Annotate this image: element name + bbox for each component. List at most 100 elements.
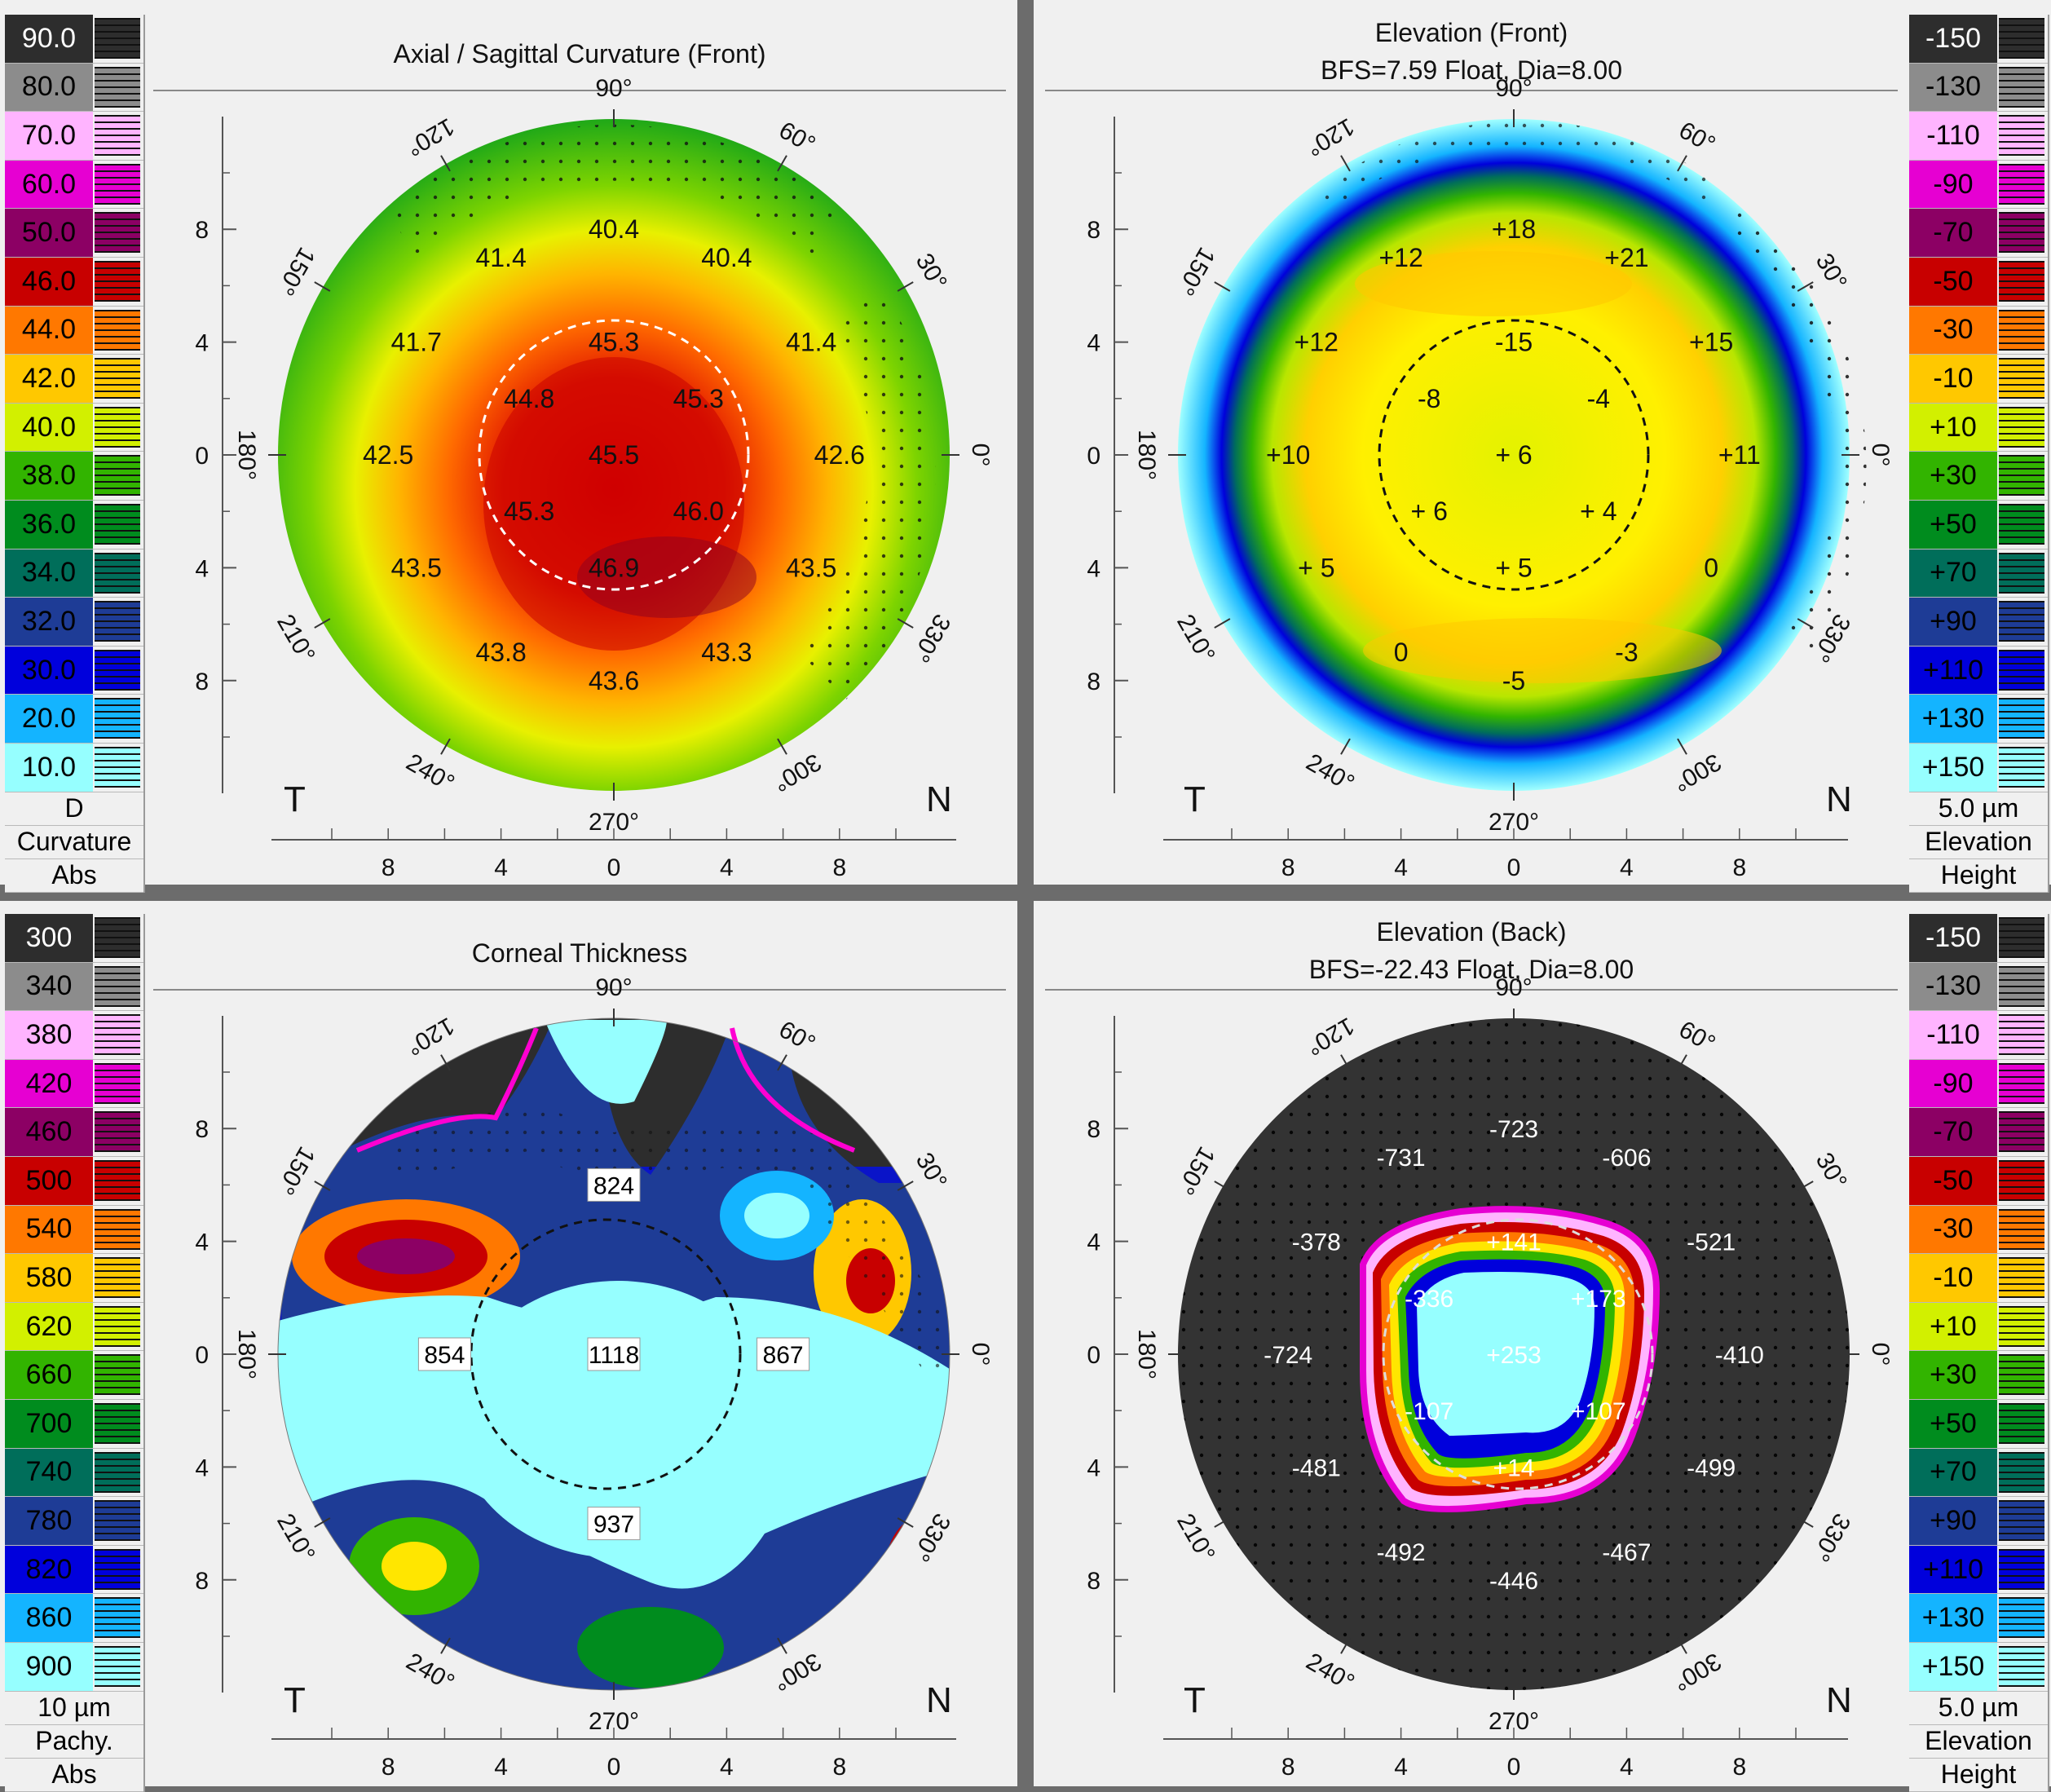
map-value: 43.5	[391, 553, 442, 582]
scale-value: 540	[5, 1205, 93, 1254]
axial-panel: 90.0 80.0 70.0 60.0 50.0 46.0 44.0 42.0 40.0 38.0…	[0, 0, 1017, 893]
map-value: + 6	[1411, 497, 1448, 526]
scale-entry: 500	[5, 1156, 143, 1206]
scale-value: 70.0	[5, 112, 93, 160]
map-value: -5	[1502, 666, 1525, 695]
scale-entry: -50	[1909, 257, 2048, 307]
scale-value: +110	[1909, 1545, 1997, 1594]
x-tick-label: 8	[382, 854, 395, 879]
scale-entry: 30.0	[5, 646, 143, 695]
scale-entry: 10.0	[5, 743, 143, 792]
elevation-back-map[interactable]: 8 4 0 4 8 8 4 0 4 8 90° 60° 30° 0° 330° 300° 270° 240° 210…	[1037, 914, 1906, 1781]
x-tick-label: 0	[1507, 1754, 1521, 1781]
angle-label: 300°	[769, 748, 826, 797]
thickness-map[interactable]: 8 4 0 4 8 8 4 0 4 8 90° 60° 30° 0° 330° 300° 270° 240° 210…	[145, 914, 1014, 1781]
scale-mode-label: Abs	[5, 859, 143, 893]
scale-entry: -30	[1909, 306, 2048, 355]
y-tick-label: 4	[195, 1229, 209, 1256]
angle-label: 240°	[402, 748, 459, 797]
scale-entry: 50.0	[5, 209, 143, 258]
angle-label: 210°	[1171, 610, 1220, 667]
y-tick-label: 8	[195, 217, 209, 244]
scale-unit-label: 5.0 µm	[1909, 1692, 2048, 1725]
x-tick-label: 0	[1507, 854, 1521, 879]
angle-label: 240°	[1302, 748, 1359, 797]
map-value: -410	[1715, 1342, 1764, 1369]
scale-value: 50.0	[5, 209, 93, 257]
value-box	[756, 1337, 810, 1371]
angle-label: 330°	[1806, 1509, 1855, 1566]
scale-mode-label: Height	[1909, 859, 2048, 893]
angle-label: 120°	[1302, 113, 1359, 161]
map-value: 937	[593, 1512, 634, 1538]
map-value: -4	[1587, 384, 1610, 413]
scale-value: 46.0	[5, 257, 93, 306]
angle-label: 270°	[1489, 809, 1539, 836]
scale-entry: -150	[1909, 15, 2048, 64]
scale-value: 34.0	[5, 549, 93, 598]
scale-entry: 46.0	[5, 257, 143, 307]
map-value: +10	[1266, 440, 1310, 470]
map-value: 824	[593, 1172, 634, 1199]
scale-entry: 820	[5, 1545, 143, 1595]
elevation-front-pupil-circle	[1378, 319, 1650, 591]
thickness-pupil-circle	[470, 1218, 742, 1490]
angle-label: 150°	[1171, 243, 1220, 300]
scale-unit-label: 10 µm	[5, 1692, 143, 1725]
scale-entry: 32.0	[5, 598, 143, 647]
angle-label: 30°	[1811, 1148, 1852, 1194]
scale-entry: -70	[1909, 209, 2048, 258]
x-tick-label: 8	[832, 854, 846, 879]
axial-color-scale[interactable]: 90.0 80.0 70.0 60.0 50.0 46.0 44.0 42.0 40.0 38.0…	[5, 15, 145, 893]
angle-label: 90°	[1495, 75, 1532, 102]
angle-label: 180°	[1133, 430, 1160, 480]
scale-entry: 80.0	[5, 63, 143, 113]
scale-entry: +150	[1909, 743, 2048, 792]
y-tick-label: 4	[195, 1454, 209, 1481]
scale-value: 60.0	[5, 160, 93, 209]
nasal-label: N	[926, 779, 952, 819]
scale-entry: 40.0	[5, 403, 143, 452]
elevation-back-map-area[interactable]: Elevation (Back) BFS=-22.43 Float, Dia=8…	[1037, 914, 1906, 1781]
elevation-front-color-scale[interactable]: -150 -130 -110 -90 -70 -50 -30 -10 +10 +30 +50 +70 +…	[1909, 15, 2049, 893]
angle-label: 0°	[967, 1343, 994, 1366]
scale-value: 620	[5, 1302, 93, 1351]
elevation-front-map-area[interactable]: Elevation (Front) BFS=7.59 Float, Dia=8.…	[1037, 15, 1906, 879]
scale-value: 20.0	[5, 695, 93, 743]
scale-value: 10.0	[5, 743, 93, 792]
elevation-front-panel: Elevation (Front) BFS=7.59 Float, Dia=8.…	[1034, 0, 2051, 893]
scale-value: 340	[5, 962, 93, 1011]
angle-label: 30°	[911, 1148, 952, 1194]
scale-value: -10	[1909, 1254, 1997, 1302]
thickness-map-area[interactable]: Corneal Thickness	[145, 914, 1014, 1781]
scale-entry: -110	[1909, 1011, 2048, 1060]
scale-value: +110	[1909, 646, 1997, 695]
scale-value: -10	[1909, 355, 1997, 403]
y-tick-label: 4	[195, 555, 209, 582]
x-tick-label: 4	[720, 854, 734, 879]
axial-map-area[interactable]: Axial / Sagittal Curvature (Front)	[145, 15, 1014, 879]
axial-map[interactable]: 8 4 0 4 8 8 4 0 4 8 90° 60° 30° 0° 330° 300° 270° 240° 210…	[145, 15, 1014, 879]
temporal-label: T	[284, 779, 306, 819]
angle-label: 330°	[906, 610, 955, 667]
scale-value: +150	[1909, 1642, 1997, 1691]
nasal-label: N	[1826, 1680, 1852, 1720]
scale-entry: +30	[1909, 1351, 2048, 1400]
scale-entry: -130	[1909, 962, 2048, 1012]
scale-value: +130	[1909, 1594, 1997, 1642]
map-value: 43.5	[786, 553, 836, 582]
scale-value: 500	[5, 1156, 93, 1205]
scale-entry: +50	[1909, 500, 2048, 550]
elevation-back-color-scale[interactable]: -150 -130 -110 -90 -70 -50 -30 -10 +10 +30 +50 +70 +…	[1909, 914, 2049, 1792]
scale-value: 420	[5, 1059, 93, 1108]
scale-value: 740	[5, 1448, 93, 1497]
angle-label: 270°	[1489, 1708, 1539, 1735]
angle-label: 300°	[769, 1647, 826, 1696]
angle-label: 90°	[595, 75, 632, 102]
map-value: -481	[1292, 1454, 1341, 1481]
scale-entry: +90	[1909, 598, 2048, 647]
scale-entry: 700	[5, 1399, 143, 1449]
x-tick-label: 0	[607, 1754, 621, 1781]
thickness-color-scale[interactable]: 300 340 380 420 460 500 540 580 620 660 700 740 780 8…	[5, 914, 145, 1792]
